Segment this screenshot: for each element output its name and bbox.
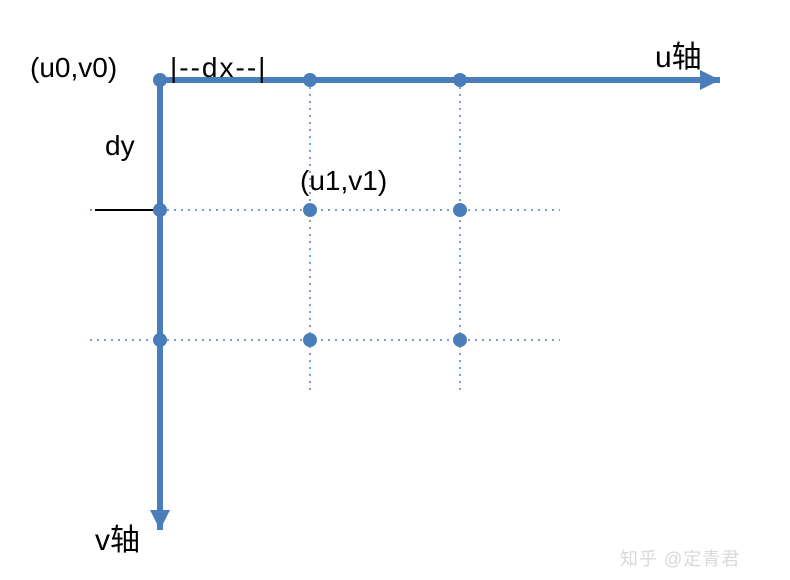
grid-point	[453, 73, 467, 87]
watermark: 知乎 @定青君	[620, 545, 740, 571]
grid-point	[453, 333, 467, 347]
grid-point	[153, 73, 167, 87]
grid-point	[153, 333, 167, 347]
u-axis-label: u轴	[655, 32, 702, 76]
origin-label: (u0,v0)	[30, 52, 117, 84]
point-label: (u1,v1)	[300, 165, 387, 197]
v-axis-arrow	[150, 510, 170, 530]
grid-point	[303, 203, 317, 217]
u-axis-arrow	[700, 70, 720, 90]
grid-point	[303, 333, 317, 347]
v-axis-label: v轴	[95, 515, 140, 559]
dx-label: |--dx--|	[170, 52, 267, 84]
dy-label: dy	[105, 130, 135, 162]
grid-point	[303, 73, 317, 87]
grid-point	[453, 203, 467, 217]
coordinate-diagram	[0, 0, 790, 580]
grid-point	[153, 203, 167, 217]
